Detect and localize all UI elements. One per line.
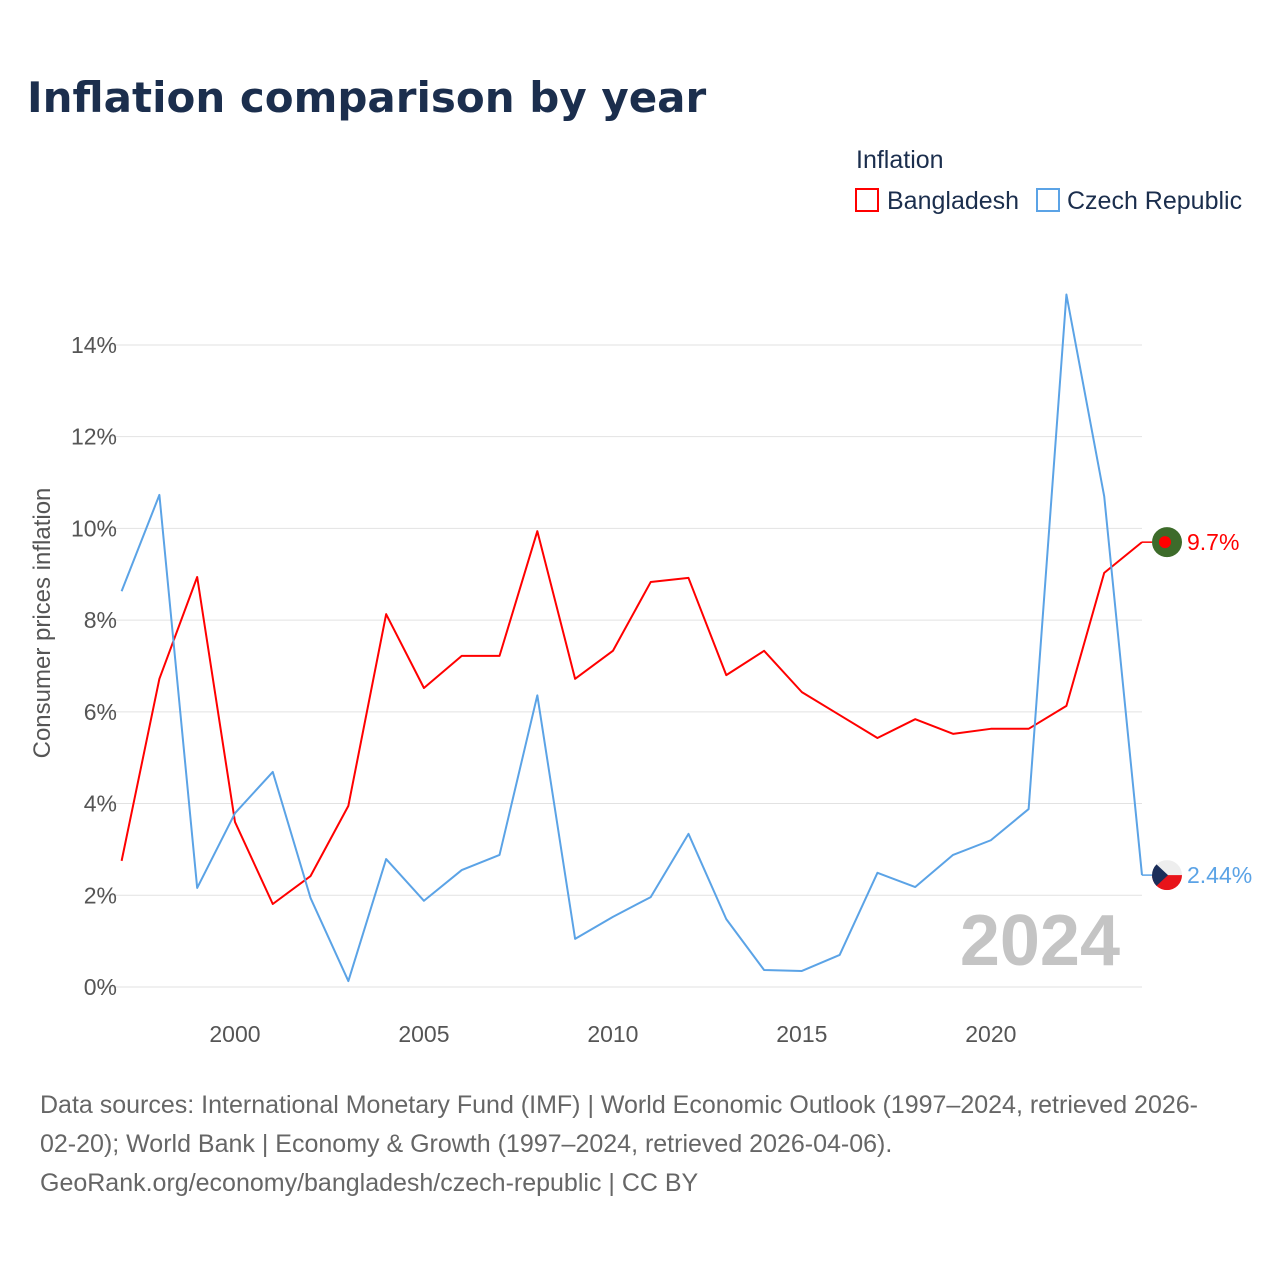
x-tick-label: 2020 <box>965 1021 1016 1047</box>
flag-body <box>1152 860 1182 891</box>
x-axis: 2000 2005 2010 2015 2020 <box>209 1021 1016 1047</box>
czech-flag-icon <box>1152 860 1182 891</box>
legend-swatch-czech-republic <box>1036 188 1060 212</box>
series-line-czech-republic <box>120 293 1143 983</box>
footer-source-line3[interactable]: GeoRank.org/economy/bangladesh/czech-rep… <box>40 1169 699 1197</box>
x-tick-label: 2015 <box>776 1021 827 1047</box>
y-axis-label: Consumer prices inflation <box>29 488 56 759</box>
end-label-bangladesh: 9.7% <box>1187 529 1239 555</box>
legend-label-bangladesh[interactable]: Bangladesh <box>887 187 1019 215</box>
series-lines <box>120 293 1143 983</box>
x-tick-label: 2000 <box>209 1021 260 1047</box>
chart-title: Inflation comparison by year <box>27 73 707 122</box>
y-tick-label: 4% <box>84 791 117 817</box>
legend-label-czech-republic[interactable]: Czech Republic <box>1067 187 1242 215</box>
y-axis: 0% 2% 4% 6% 8% 10% 12% 14% <box>71 332 117 1000</box>
legend: Inflation Bangladesh Czech Republic <box>855 146 1242 215</box>
legend-swatch-bangladesh <box>855 188 879 212</box>
year-annotation: 2024 <box>960 901 1120 981</box>
y-tick-label: 8% <box>84 607 117 633</box>
y-tick-label: 2% <box>84 882 117 908</box>
end-label-czech-republic: 2.44% <box>1187 862 1252 888</box>
x-tick-label: 2005 <box>398 1021 449 1047</box>
end-labels: 9.7% 2.44% <box>1142 527 1252 891</box>
bangladesh-flag-dot <box>1159 536 1171 549</box>
footer-source-line2: 02-20); World Bank | Economy & Growth (1… <box>40 1130 892 1158</box>
flag-blue <box>1152 860 1168 891</box>
y-tick-label: 10% <box>71 515 117 541</box>
y-tick-label: 12% <box>71 424 117 450</box>
grid <box>100 344 1142 988</box>
x-tick-label: 2010 <box>587 1021 638 1047</box>
footer-source-line1: Data sources: International Monetary Fun… <box>40 1091 1198 1119</box>
legend-title: Inflation <box>856 146 944 174</box>
y-tick-label: 6% <box>84 699 117 725</box>
series-line-bangladesh <box>120 530 1143 905</box>
y-tick-label: 0% <box>84 974 117 1000</box>
y-tick-label: 14% <box>71 332 117 358</box>
